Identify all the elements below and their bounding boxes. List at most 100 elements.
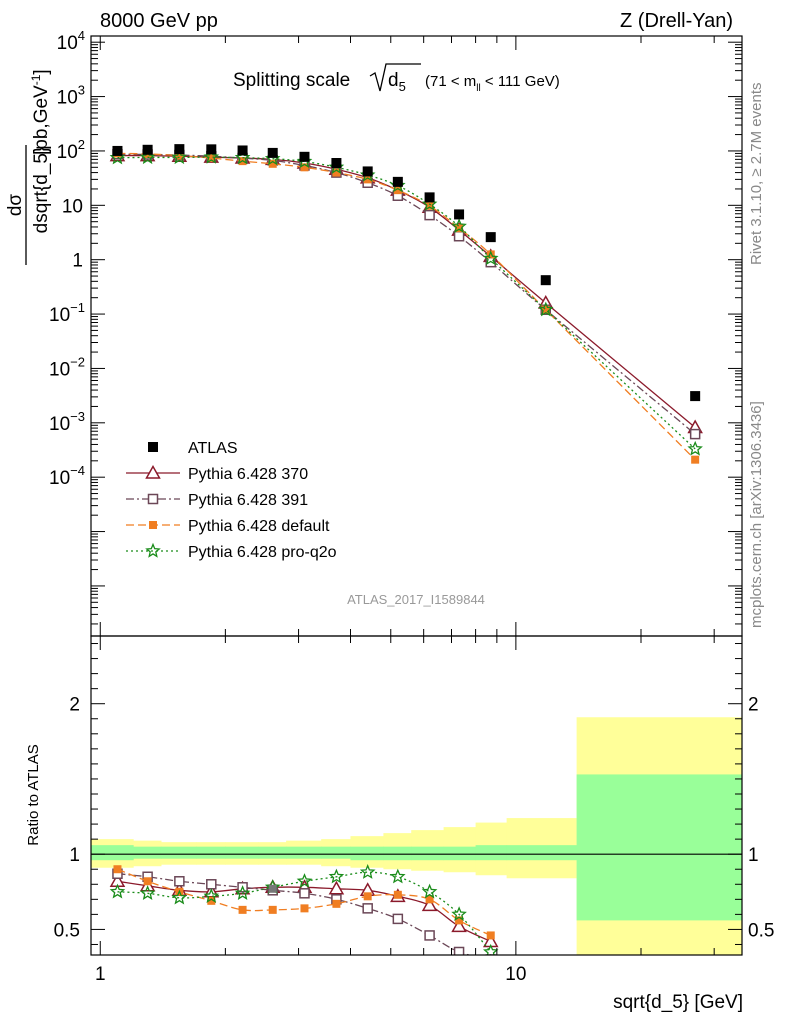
legend-label: Pythia 6.428 391 [188, 492, 308, 509]
ratio-point [453, 946, 465, 955]
legend-marker [145, 542, 161, 558]
ratio-plot-frame [90, 635, 743, 956]
ratio-point [268, 905, 277, 914]
ratio-point [203, 888, 220, 903]
legend-entry: Pythia 6.428 pro-q2o [126, 542, 337, 561]
uncertainty-band-stat [133, 846, 162, 859]
data-point [206, 144, 217, 155]
y-tick-label: 10−3 [49, 409, 85, 435]
ratio-point [139, 885, 156, 900]
ratio-point [451, 906, 467, 921]
data-point [112, 145, 123, 156]
legend-label: Pythia 6.428 pro-q2o [188, 544, 337, 561]
svg-text:Splitting scale: Splitting scale [233, 70, 350, 91]
mc-point [332, 168, 341, 177]
uncertainty-band-stat [321, 846, 351, 859]
svg-text:(71 < mll < 111 GeV): (71 < mll < 111 GeV) [425, 73, 560, 94]
ratio-point [207, 896, 216, 905]
uncertainty-band-stat [383, 846, 412, 861]
ratio-y-tick-label: 1 [69, 845, 80, 866]
uncertainty-band-stat [350, 846, 384, 861]
ratio-point [332, 899, 341, 908]
legend-label: Pythia 6.428 370 [188, 466, 308, 483]
ratio-point [390, 868, 406, 884]
svg-text:[pb,GeV-1]: [pb,GeV-1] [29, 69, 52, 155]
ratio-point [363, 892, 372, 901]
ratio-point [362, 903, 373, 914]
data-point [485, 232, 496, 243]
x-tick-label: 10 [505, 964, 526, 985]
legend-marker [147, 493, 159, 505]
header-right: Z (Drell-Yan) [620, 10, 733, 32]
ratio-point [328, 868, 345, 884]
ratio-y-tick-label-right: 0.5 [748, 920, 774, 941]
mc-point [207, 154, 216, 163]
data-point [424, 192, 435, 203]
ratio-point [421, 883, 438, 899]
svg-text:dσ: dσ [5, 194, 26, 217]
mc-point [453, 230, 465, 242]
uncertainty-band-stat [411, 846, 445, 861]
ratio-point [392, 913, 404, 925]
mc-point [363, 175, 372, 184]
mc-point [300, 163, 309, 172]
y-tick-label: 10−2 [49, 354, 85, 380]
mc-point [234, 149, 251, 165]
data-point [392, 176, 403, 187]
ratio-y-tick-label-right: 2 [748, 695, 759, 716]
y-tick-label: 10−4 [49, 463, 85, 489]
ratio-point [455, 916, 464, 925]
ratio-plot-area [91, 717, 742, 955]
main-y-axis-title: dσ dsqrt{d_5} [pb,GeV-1] [5, 69, 52, 265]
data-point [690, 391, 701, 402]
legend-label: ATLAS [188, 440, 238, 457]
uncertainty-band-stat [91, 845, 134, 861]
legend-entry: Pythia 6.428 391 [126, 492, 308, 509]
mc-point [687, 440, 703, 456]
y-tick-label: 103 [57, 83, 85, 109]
mc-point [538, 301, 554, 317]
legend-marker [149, 521, 157, 529]
ratio-point [425, 895, 434, 904]
uncertainty-band-stat [506, 845, 578, 861]
data-point [362, 166, 373, 177]
y-tick-label: 102 [57, 137, 85, 163]
mc-point [455, 224, 464, 233]
uncertainty-band-stat [286, 846, 322, 859]
y-tick-label: 104 [57, 28, 85, 54]
mc-point [689, 428, 701, 440]
legend-entry: Pythia 6.428 default [126, 518, 330, 535]
ratio-point [424, 930, 435, 941]
analysis-watermark: ATLAS_2017_I1589844 [347, 592, 485, 607]
ratio-point [300, 904, 309, 913]
ratio-point [421, 897, 438, 912]
ratio-point [171, 889, 188, 905]
ratio-point [299, 888, 310, 899]
legend: ATLAS Pythia 6.428 370 Pythia 6.428 391 Pyt… [126, 440, 337, 561]
uncertainty-band-stat [160, 846, 197, 859]
main-plot-panel: 10−4 10−3 10−2 10−1 1 10 102 103 104 [49, 28, 743, 637]
ratio-point [328, 880, 345, 895]
mc-point [691, 455, 700, 464]
legend-label: Pythia 6.428 default [188, 518, 330, 535]
mc-point [203, 148, 220, 164]
mc-point [424, 209, 435, 221]
mc-point [451, 218, 467, 233]
data-point [454, 209, 465, 220]
legend-entry: ATLAS [148, 440, 238, 457]
ratio-point [393, 890, 402, 899]
uncertainty-band-stat [196, 846, 226, 859]
mc-point [171, 149, 188, 165]
ratio-y-tick-label-right: 1 [748, 845, 759, 866]
ratio-point [238, 905, 247, 914]
data-point [237, 145, 248, 156]
ratio-y-tick-label: 2 [69, 695, 80, 716]
data-point [267, 147, 278, 158]
mc-point [425, 201, 434, 210]
ratio-point [113, 865, 122, 874]
header-left: 8000 GeV pp [100, 10, 218, 32]
uncertainty-band-stat [258, 846, 287, 859]
legend-marker [145, 464, 161, 479]
x-axis-title: sqrt{d_5} [GeV] [613, 992, 743, 1013]
ratio-point [174, 876, 185, 887]
